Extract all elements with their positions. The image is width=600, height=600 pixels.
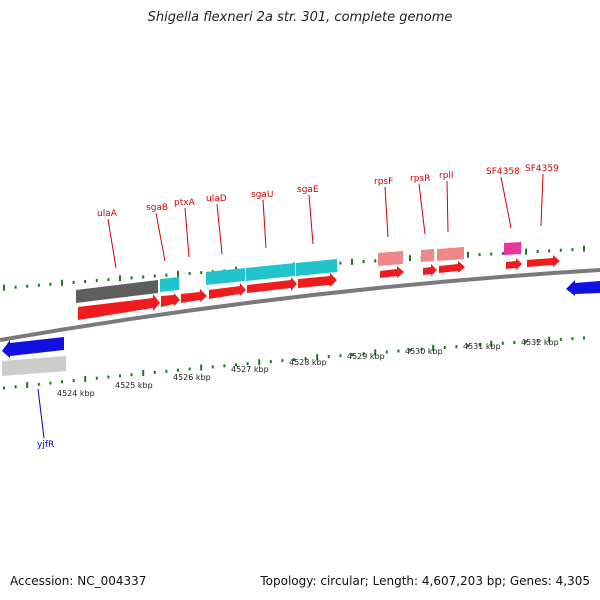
gene-label-yjfR[interactable]: yjfR	[37, 440, 54, 450]
scale-tick-label: 4526 kbp	[173, 373, 211, 382]
gene-leader-line	[418, 183, 426, 235]
scale-tick-label: 4531 kbp	[463, 342, 501, 351]
gene-label-ptxA[interactable]: ptxA	[174, 198, 196, 208]
gene-label-SF4359[interactable]: SF4359	[525, 164, 559, 174]
scale-labels: 4524 kbp 4525 kbp 4526 kbp 4527 kbp 4528 kbp…	[57, 338, 559, 398]
gene-label-ulaA[interactable]: ulaA	[97, 209, 118, 219]
gene-label-sgaU[interactable]: sgaU	[251, 190, 274, 200]
gene-label-sgaE[interactable]: sgaE	[297, 185, 319, 195]
gene-leader-line	[384, 186, 389, 238]
cyan-feature-sgaU[interactable]	[246, 263, 295, 281]
dark-gray-feature[interactable]	[76, 280, 158, 303]
cds-arrow-yjfR[interactable]	[2, 337, 64, 358]
gene-leader-line	[308, 194, 314, 245]
cds-arrow-rplI[interactable]	[439, 261, 465, 273]
cds-arrow-sgaE[interactable]	[298, 273, 337, 288]
scale-tick-label: 4530 kbp	[405, 347, 443, 356]
gene-label-sgaB[interactable]: sgaB	[146, 203, 168, 213]
scale-tick-label: 4525 kbp	[115, 381, 153, 390]
gene-leader-line	[216, 203, 223, 255]
cds-arrow-rpsF[interactable]	[380, 266, 404, 278]
magenta-feature-SF4358[interactable]	[504, 242, 521, 255]
cds-arrow-sgaU[interactable]	[247, 277, 297, 293]
pink-feature-rpsF[interactable]	[378, 251, 403, 266]
cds-arrow-reverse-right[interactable]	[566, 280, 600, 296]
cds-arrow-rpsR[interactable]	[423, 264, 437, 276]
gene-leader-line	[37, 388, 45, 439]
pink-feature-rplI[interactable]	[437, 247, 464, 261]
gene-label-rpsF[interactable]: rpsF	[374, 177, 393, 187]
scale-tick-label: 4528 kbp	[289, 358, 327, 367]
cds-arrow-ulaD[interactable]	[209, 283, 246, 299]
inner-scale-ticks	[3, 336, 585, 390]
gene-label-rplI[interactable]: rplI	[439, 171, 454, 181]
gene-leader-line	[155, 212, 166, 262]
gene-label-SF4358[interactable]: SF4358	[486, 167, 520, 177]
cds-arrow-ulaA[interactable]	[78, 294, 160, 320]
scale-tick-label: 4527 kbp	[231, 365, 269, 374]
gene-labels: ulaA sgaB ptxA ulaD sgaU sgaE rpsF rpsR rplI SF43…	[37, 164, 559, 450]
genome-backbone	[0, 268, 600, 342]
light-gray-feature[interactable]	[2, 356, 66, 376]
gene-leader-line	[540, 173, 544, 227]
feature-track	[2, 242, 521, 376]
cyan-feature-sgaB[interactable]	[160, 277, 179, 292]
scale-tick-label: 4532 kbp	[521, 338, 559, 347]
genome-summary-text: Topology: circular; Length: 4,607,203 bp…	[260, 574, 590, 588]
cyan-feature-ulaD[interactable]	[206, 268, 245, 285]
cds-track	[2, 255, 600, 358]
gene-leader-line	[262, 199, 267, 249]
cds-arrow-SF4358[interactable]	[506, 258, 522, 270]
cds-arrow-ptxA[interactable]	[181, 289, 207, 303]
scale-tick-label: 4524 kbp	[57, 389, 95, 398]
accession-text: Accession: NC_004337	[10, 574, 147, 588]
gene-label-rpsR[interactable]: rpsR	[410, 174, 430, 184]
scale-tick-label: 4529 kbp	[347, 352, 385, 361]
pink-feature-rpsR[interactable]	[421, 249, 434, 262]
gene-leader-line	[107, 218, 117, 269]
cds-arrow-SF4359[interactable]	[527, 255, 560, 267]
cds-arrow-sgaB[interactable]	[161, 293, 180, 307]
page-title: Shigella flexneri 2a str. 301, complete …	[147, 10, 453, 25]
cyan-feature-sgaE[interactable]	[296, 259, 337, 276]
gene-leader-line	[184, 207, 190, 258]
gene-label-ulaD[interactable]: ulaD	[206, 194, 227, 204]
gene-leader-line	[446, 180, 449, 233]
gene-leader-line	[500, 176, 512, 229]
